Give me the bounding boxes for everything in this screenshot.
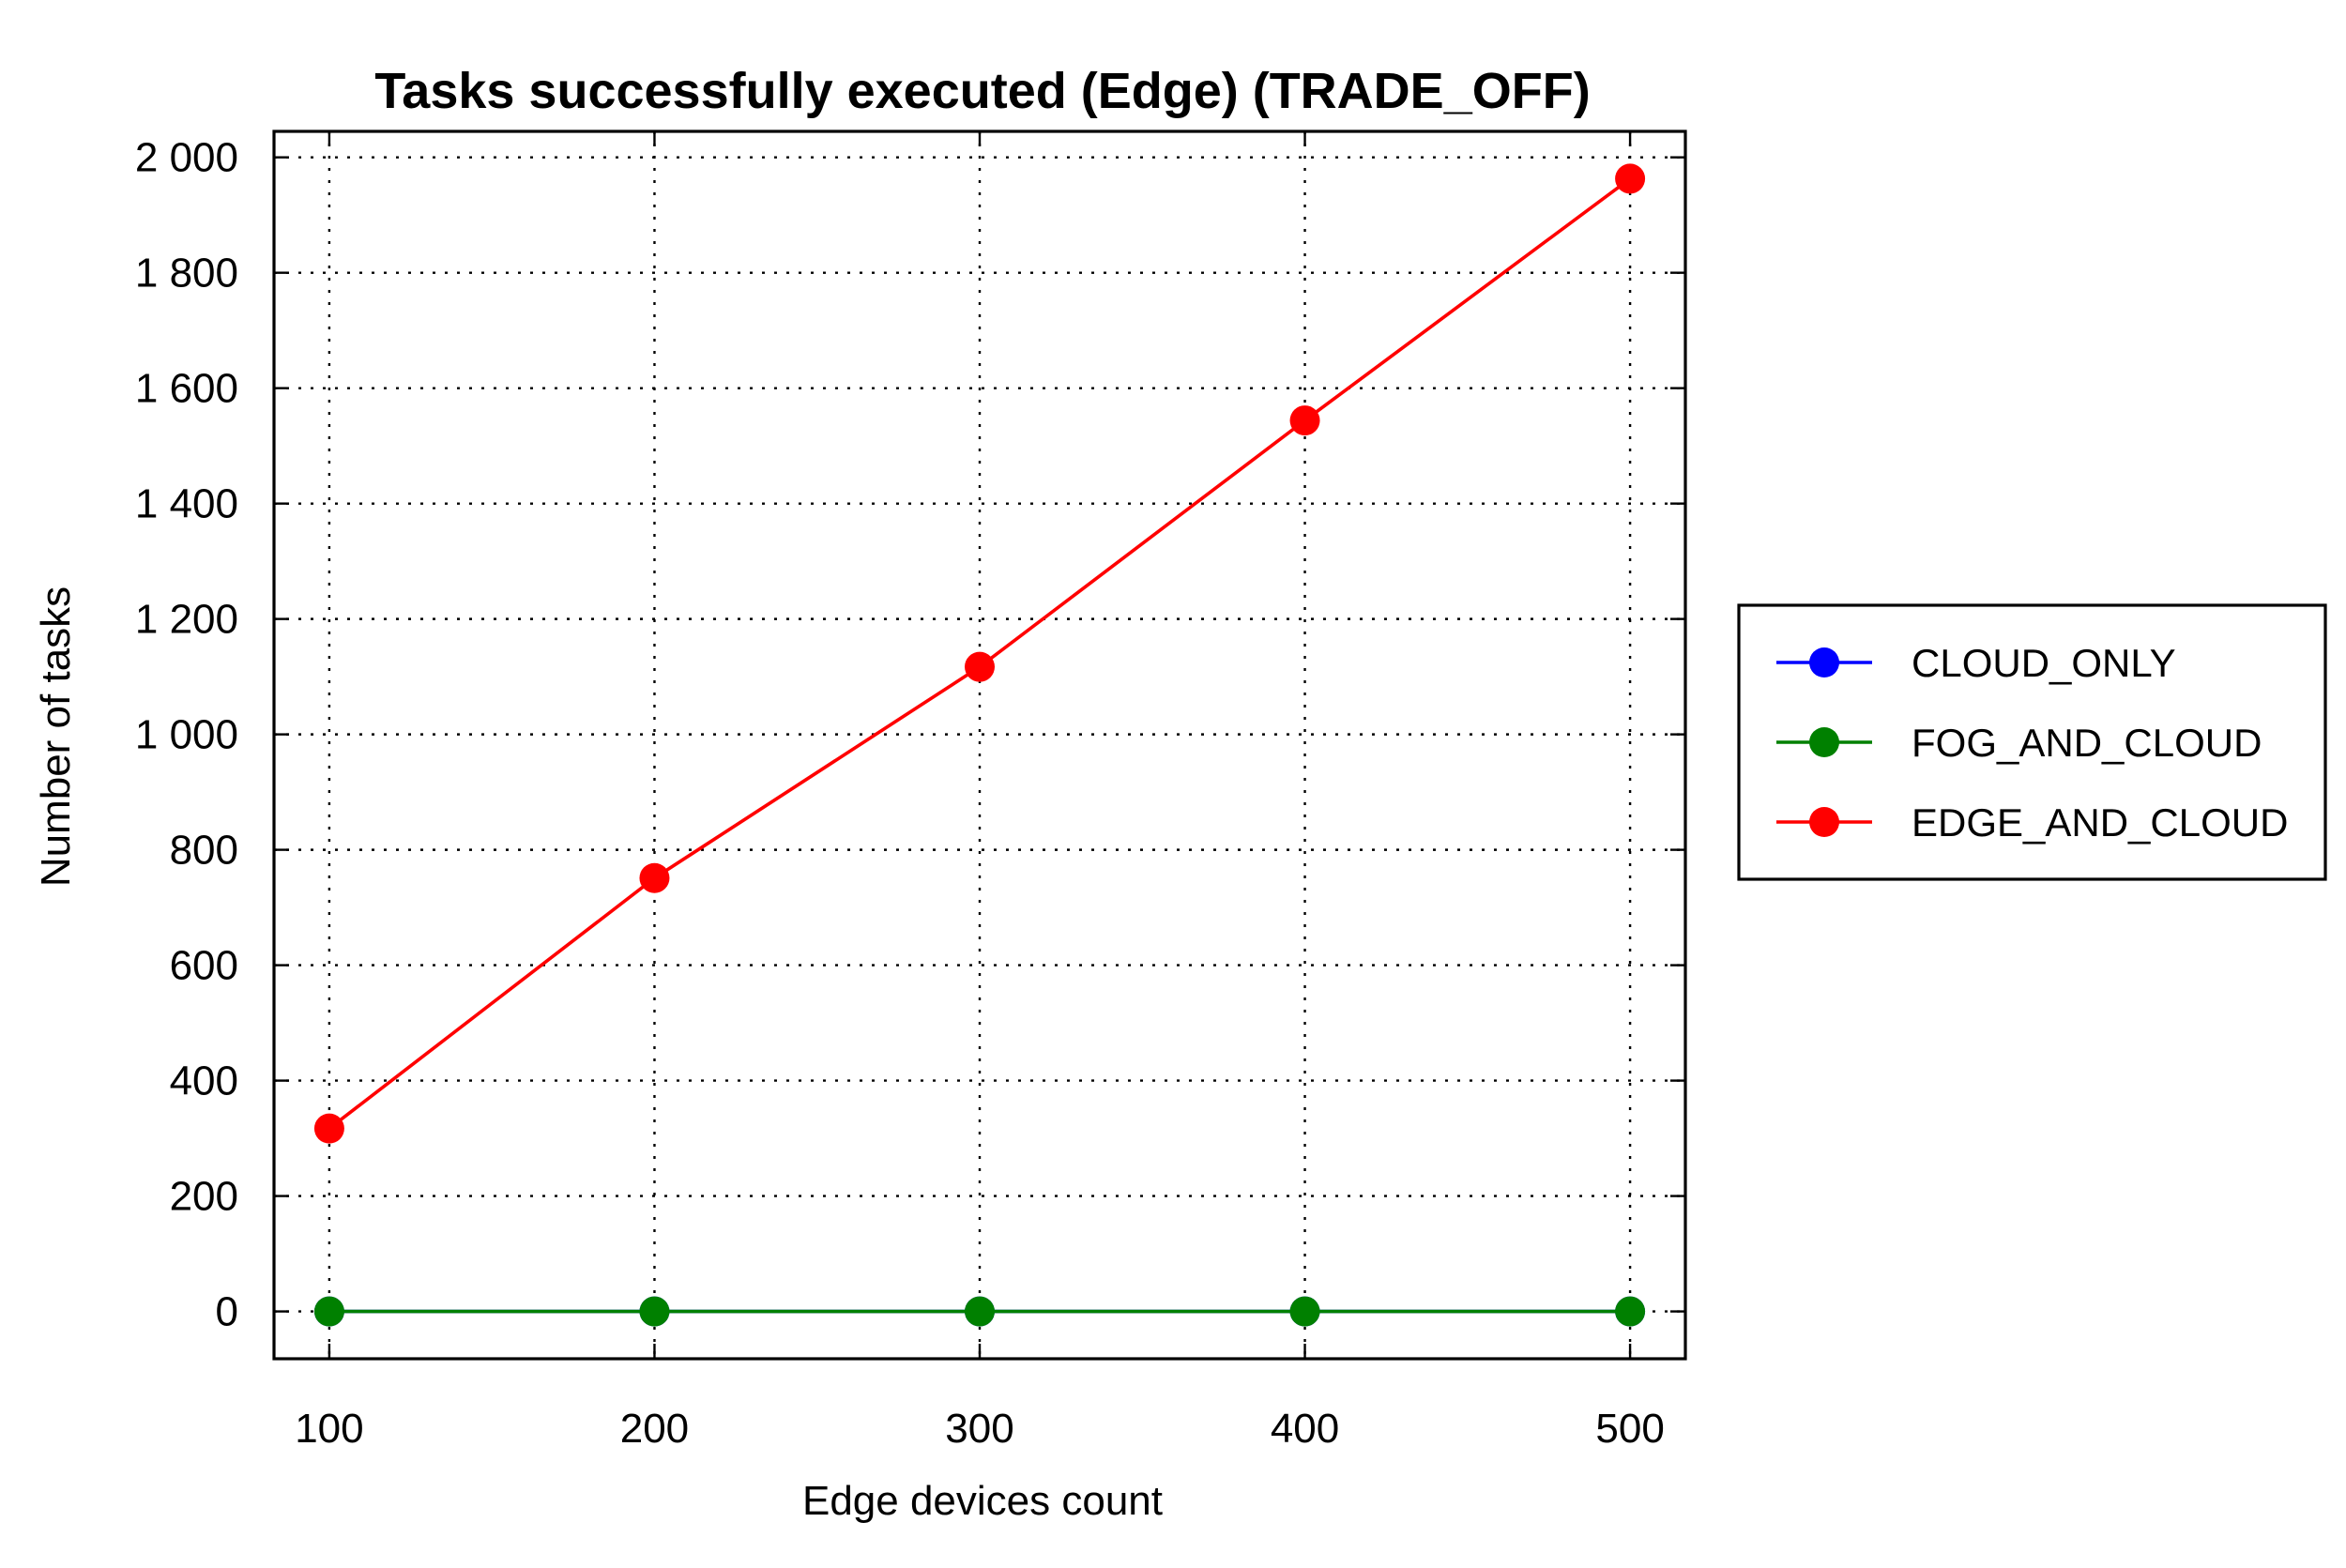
y-tick-label: 800 bbox=[170, 828, 238, 874]
y-tick-label: 400 bbox=[170, 1058, 238, 1104]
gridlines bbox=[274, 131, 1685, 1359]
data-point bbox=[639, 862, 670, 893]
legend-entry: CLOUD_ONLY bbox=[1776, 641, 2176, 685]
y-axis-label: Number of tasks bbox=[33, 586, 79, 887]
legend-entry: EDGE_AND_CLOUD bbox=[1776, 800, 2288, 845]
y-tick-label: 1 400 bbox=[135, 481, 238, 527]
y-tick-label: 1 800 bbox=[135, 251, 238, 297]
data-point bbox=[1615, 163, 1646, 194]
x-tick-label: 300 bbox=[945, 1406, 1013, 1452]
data-point bbox=[313, 1296, 344, 1327]
legend-entry: FOG_AND_CLOUD bbox=[1776, 721, 2262, 765]
legend-label: EDGE_AND_CLOUD bbox=[1912, 800, 2288, 845]
y-tick-label: 1 000 bbox=[135, 712, 238, 758]
x-axis-label: Edge devices count bbox=[802, 1478, 1163, 1524]
legend-label: FOG_AND_CLOUD bbox=[1912, 721, 2262, 765]
legend-marker-swatch bbox=[1809, 807, 1839, 837]
data-point bbox=[965, 1296, 995, 1327]
data-point bbox=[639, 1296, 670, 1327]
y-tick-label: 1 200 bbox=[135, 597, 238, 643]
data-series bbox=[313, 163, 1646, 1327]
data-point bbox=[965, 651, 995, 682]
legend: CLOUD_ONLY FOG_AND_CLOUD EDGE_AND_CLOUD bbox=[1737, 603, 2327, 881]
data-point bbox=[1289, 1296, 1320, 1327]
x-tick-label: 100 bbox=[295, 1406, 363, 1452]
y-tick-label: 2 000 bbox=[135, 135, 238, 181]
y-tick-label: 1 600 bbox=[135, 366, 238, 412]
y-tick-label: 200 bbox=[170, 1174, 238, 1220]
legend-marker-swatch bbox=[1809, 647, 1839, 677]
data-point bbox=[313, 1113, 344, 1144]
legend-entries: CLOUD_ONLY FOG_AND_CLOUD EDGE_AND_CLOUD bbox=[1776, 641, 2288, 845]
legend-marker-swatch bbox=[1809, 727, 1839, 757]
plot-area-frame bbox=[272, 129, 1687, 1361]
chart-title: Tasks successfully executed (Edge) (TRAD… bbox=[374, 63, 1590, 119]
series-edge-and-cloud bbox=[313, 163, 1646, 1144]
y-tick-label: 0 bbox=[216, 1289, 238, 1335]
y-axis-tick-labels: 0 200 400 600 800 1 000 1 200 1 400 1 600 1 800 2 … bbox=[135, 135, 238, 1335]
x-tick-label: 200 bbox=[620, 1406, 689, 1452]
data-point bbox=[1289, 405, 1320, 436]
legend-label: CLOUD_ONLY bbox=[1912, 641, 2176, 685]
x-tick-label: 400 bbox=[1271, 1406, 1339, 1452]
data-point bbox=[1615, 1296, 1646, 1327]
series-fog-and-cloud bbox=[313, 1296, 1646, 1327]
y-tick-label: 600 bbox=[170, 943, 238, 989]
x-tick-label: 500 bbox=[1595, 1406, 1664, 1452]
axis-ticks bbox=[274, 131, 1685, 1359]
x-axis-tick-labels: 100 200 300 400 500 bbox=[295, 1406, 1665, 1452]
